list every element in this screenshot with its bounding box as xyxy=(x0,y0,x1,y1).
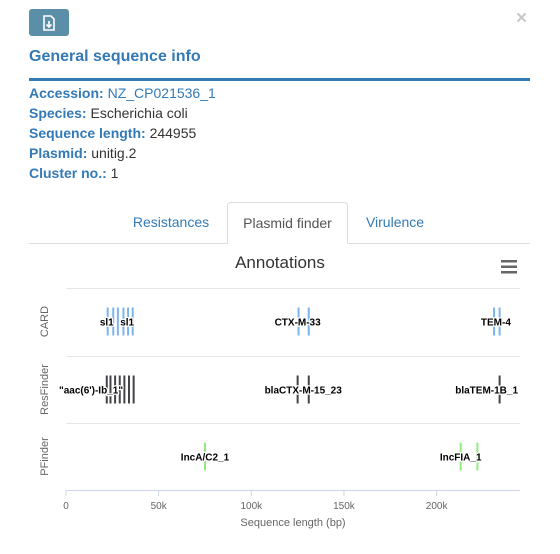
file-download-icon xyxy=(43,14,55,31)
accession-label: Accession: xyxy=(29,85,104,101)
cluster-label: Cluster no.: xyxy=(29,165,107,181)
x-tick-label: 200k xyxy=(426,501,449,512)
cluster-row: Cluster no.: 1 xyxy=(29,163,216,183)
cluster-value: 1 xyxy=(110,165,119,181)
accession-link[interactable]: NZ_CP021536_1 xyxy=(107,85,216,101)
plasmid-row: Plasmid: unitig.2 xyxy=(29,143,216,163)
close-button[interactable]: × xyxy=(516,8,528,29)
annotation-label: sl1 xyxy=(120,318,134,329)
annotation-label: blaTEM-1B_1 xyxy=(455,386,518,397)
track-label: PFinder xyxy=(39,437,51,476)
accession-row: Accession: NZ_CP021536_1 xyxy=(29,83,216,103)
plasmid-label: Plasmid: xyxy=(29,145,88,161)
annotation-label: IncFIA_1 xyxy=(440,453,482,464)
annotation-label: TEM-4 xyxy=(481,318,511,329)
x-axis-title: Sequence length (bp) xyxy=(240,517,345,529)
annotations-chart: Annotations CARD sl1 sl1 CTX-M-33 TEM-4 ResFi… xyxy=(39,253,520,529)
tab-plasmid-finder[interactable]: Plasmid finder xyxy=(227,202,348,244)
x-tick-label: 50k xyxy=(151,501,168,512)
track-label: CARD xyxy=(39,306,51,337)
species-row: Species: Escherichia coli xyxy=(29,103,216,123)
length-row: Sequence length: 244955 xyxy=(29,123,216,143)
species-value: Escherichia coli xyxy=(90,105,188,121)
annotation-label: IncA/C2_1 xyxy=(181,453,230,464)
title-divider xyxy=(29,78,530,81)
download-button[interactable] xyxy=(29,9,69,36)
sequence-info: Accession: NZ_CP021536_1 Species: Escher… xyxy=(29,83,216,183)
x-tick-label: 100k xyxy=(240,501,263,512)
track-label: ResFinder xyxy=(39,364,51,415)
tab-bar: Resistances Plasmid finder Virulence xyxy=(29,202,530,244)
section-title: General sequence info xyxy=(29,48,201,65)
x-tick-label: 150k xyxy=(333,501,356,512)
plasmid-value: unitig.2 xyxy=(91,145,137,161)
annotation-label: "aac(6')-Ib_1" xyxy=(59,386,123,397)
annotation-label: sl1 xyxy=(100,318,114,329)
tab-resistances[interactable]: Resistances xyxy=(132,214,210,230)
tab-virulence[interactable]: Virulence xyxy=(365,214,425,230)
x-tick-label: 0 xyxy=(63,501,69,512)
annotation-label: CTX-M-33 xyxy=(275,318,322,329)
chart-title: Annotations xyxy=(235,253,325,272)
annotation-label: blaCTX-M-15_23 xyxy=(265,386,343,397)
length-value: 244955 xyxy=(149,125,197,141)
length-label: Sequence length: xyxy=(29,125,146,141)
hamburger-menu-icon[interactable] xyxy=(498,258,520,276)
species-label: Species: xyxy=(29,105,87,121)
